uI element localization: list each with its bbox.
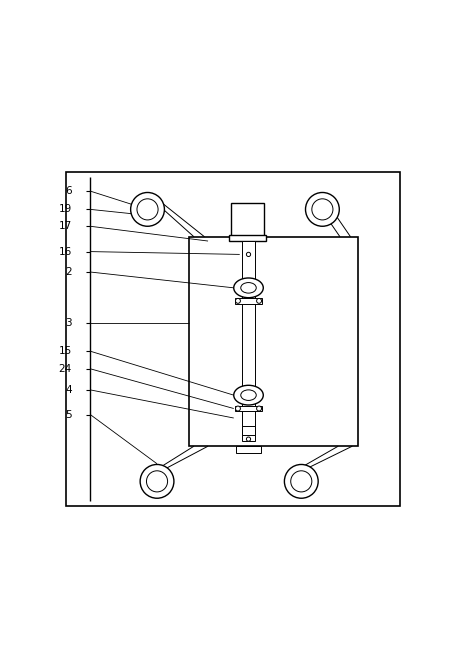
Circle shape: [257, 299, 262, 303]
Text: 6: 6: [65, 186, 72, 196]
Bar: [242, 241, 255, 441]
Text: 5: 5: [65, 409, 72, 419]
Circle shape: [236, 299, 241, 303]
Text: 17: 17: [59, 221, 72, 231]
Circle shape: [147, 471, 168, 492]
Circle shape: [257, 406, 262, 411]
Text: 24: 24: [59, 364, 72, 374]
Bar: [189, 237, 358, 446]
Text: 3: 3: [65, 318, 72, 328]
Bar: [242, 426, 255, 435]
Bar: [235, 298, 262, 304]
Bar: [231, 203, 264, 237]
Circle shape: [236, 406, 241, 411]
Bar: [235, 406, 262, 411]
Bar: [236, 446, 261, 452]
Circle shape: [291, 471, 312, 492]
Circle shape: [137, 199, 158, 220]
Circle shape: [247, 437, 251, 442]
Ellipse shape: [241, 390, 256, 401]
Circle shape: [312, 199, 333, 220]
Circle shape: [131, 193, 164, 226]
Circle shape: [306, 193, 339, 226]
Circle shape: [247, 252, 251, 256]
Text: 15: 15: [59, 346, 72, 356]
Text: 2: 2: [65, 267, 72, 277]
Ellipse shape: [234, 278, 263, 298]
Text: 19: 19: [59, 205, 72, 214]
Ellipse shape: [241, 282, 256, 293]
Circle shape: [140, 464, 174, 499]
Text: 4: 4: [65, 385, 72, 395]
Ellipse shape: [234, 385, 263, 405]
Bar: [242, 290, 255, 299]
Text: 16: 16: [59, 247, 72, 256]
Circle shape: [284, 464, 318, 499]
Bar: [229, 235, 266, 241]
